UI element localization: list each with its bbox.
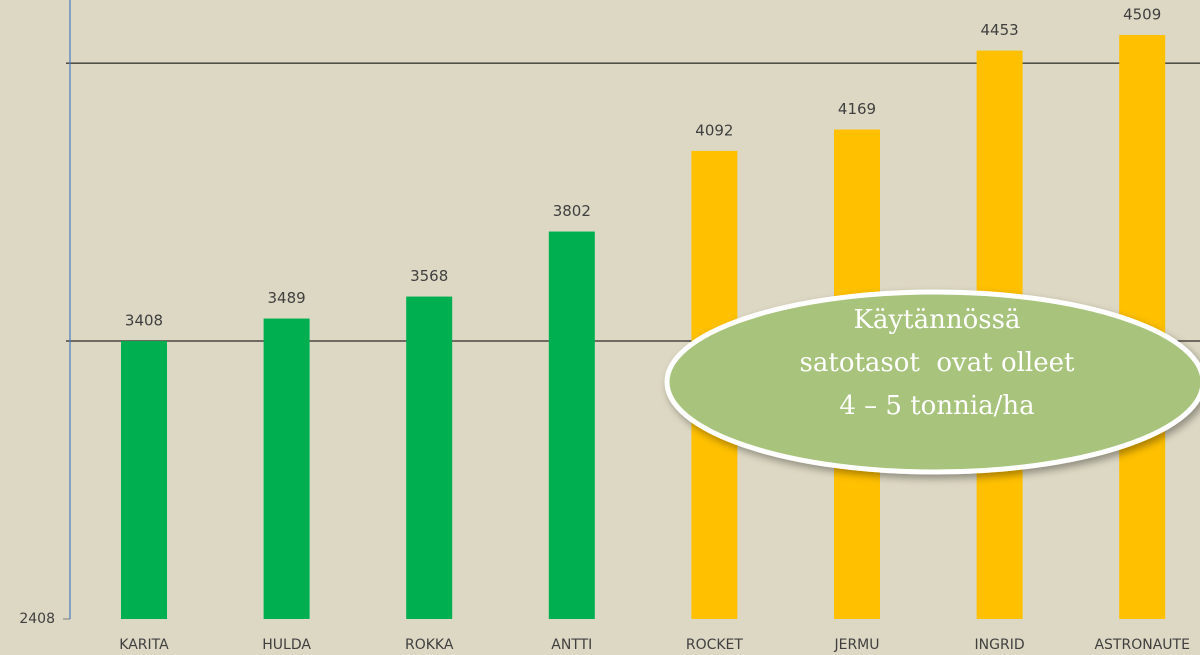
plot-area: 2408 KARITA 3408 HULDA 3489 ROKKA 3568 ANTTI 380…	[19, 6, 1200, 653]
value-label: 3802	[553, 202, 591, 220]
value-label: 4169	[838, 100, 876, 118]
x-tick-label: ASTRONAUTE	[1094, 637, 1189, 653]
value-label: 3568	[410, 267, 448, 285]
annotation-text: satotasot ovat olleet	[800, 348, 1075, 378]
value-label: 3408	[125, 312, 163, 330]
x-tick-label: ROKKA	[405, 637, 454, 653]
x-tick-label: ANTTI	[551, 637, 592, 653]
bar	[548, 231, 595, 619]
x-tick-label: HULDA	[262, 637, 311, 653]
value-label: 4509	[1123, 6, 1161, 24]
value-label: 4092	[695, 121, 733, 139]
annotation-text: 4 – 5 tonnia/ha	[839, 391, 1034, 421]
bar	[263, 318, 310, 619]
x-tick-label: INGRID	[975, 637, 1025, 653]
value-label: 3489	[268, 289, 306, 307]
annotation-ellipse	[664, 289, 1200, 475]
annotation-text: Käytännössä	[854, 305, 1021, 335]
y-tick-label: 2408	[19, 611, 55, 627]
x-tick-label: JERMU	[833, 637, 879, 653]
bar	[406, 296, 453, 619]
annotation: Käytännössä satotasot ovat olleet 4 – 5 to…	[664, 289, 1200, 475]
x-tick-label: KARITA	[119, 637, 169, 653]
bar	[121, 341, 167, 619]
x-tick-label: ROCKET	[686, 637, 744, 653]
value-label: 4453	[981, 21, 1019, 39]
